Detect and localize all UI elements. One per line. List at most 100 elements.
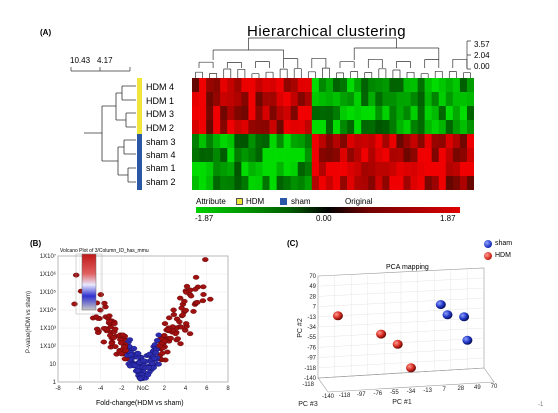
heatmap-cell [192,148,200,163]
heatmap-cell [347,106,355,121]
heatmap-cell [262,106,270,121]
heatmap-cell [227,176,235,190]
heatmap-cell [347,78,355,93]
heatmap-cell [452,78,461,93]
heatmap-cell [368,120,376,135]
heatmap-cell [403,120,411,135]
pca-axis-label-pc3: PC #3 [298,401,318,408]
col-scale-bottom: 0.00 [474,62,490,71]
heatmap-cell [192,134,200,149]
heatmap-cell [354,134,362,149]
volcano-point [155,332,162,338]
heatmap-cell [269,92,277,107]
heatmap-cell [333,120,341,135]
heatmap-cell [396,148,404,163]
pca-point-hdm [332,311,343,321]
heatmap-cell [213,176,221,190]
heatmap-cell [248,78,256,93]
volcano-y-axis-label: P-value(HDM vs sham) [26,291,32,353]
volcano-x-tick: -6 [77,386,83,392]
heatmap-cell [410,134,418,149]
heatmap-cell [297,134,306,149]
heatmap-cell [452,92,461,107]
heatmap-cell [459,92,468,107]
pca-x-tick: -97 [357,392,366,398]
heatmap-cell [248,148,256,163]
heatmap-cell [234,148,242,163]
heatmap-cell [262,176,270,190]
heatmap-cell [452,134,461,149]
heatmap-cell [375,162,383,177]
heatmap-cell [375,120,383,135]
page-mark: -1 [538,402,544,408]
volcano-point [131,363,139,368]
row-scale-left: 10.43 [70,56,91,65]
heatmap-cell [417,78,425,93]
volcano-point [130,346,138,351]
heatmap-cell [466,162,474,177]
heatmap-cell [438,134,447,149]
heatmap-cell [396,176,404,190]
heatmap-cell [389,148,397,163]
heatmap-cell [424,78,432,93]
heatmap-cell [410,120,418,135]
heatmap-cell [234,92,242,107]
heatmap-cell [382,92,390,107]
heatmap-cell [438,78,447,93]
pca-gridline [317,317,485,328]
heatmap-cell [192,92,200,107]
volcano-point [200,284,207,290]
column-dendrogram [195,37,471,78]
heatmap-cell [445,106,454,121]
heatmap-cell [361,120,369,135]
heatmap-cell [311,120,320,135]
volcano-point [117,340,125,346]
volcano-point [192,286,199,292]
row-label-sham-3: sham 3 [146,137,176,147]
volcano-point [159,350,166,356]
pca-point-sham [462,335,473,345]
volcano-x-tick: 2 [163,386,167,392]
heatmap-cell [276,120,284,135]
heatmap-cell [297,78,306,93]
heatmap-cell [396,134,404,149]
heatmap-cell [445,162,454,177]
pca-point-hdm [406,363,416,373]
row-dendrogram [84,85,136,183]
volcano-point [144,372,152,378]
heatmap-cell [431,134,440,149]
volcano-point [112,344,119,350]
color-scale-min: -1.87 [195,214,214,223]
pca-x-tick: -118 [339,393,351,399]
heatmap-cell [396,92,404,107]
volcano-y-tick: 1X10⁵ [40,289,57,296]
heatmap-cell [333,148,341,163]
heatmap-cell [403,176,411,190]
col-scale-top: 3.57 [474,40,490,49]
heatmap-cell [290,120,299,135]
volcano-point [100,326,108,331]
heatmap-cell [466,106,474,121]
color-scale-max: 1.87 [440,214,456,223]
pca-legend-hdm-label: HDM [495,252,511,259]
volcano-point [126,337,134,343]
heatmap-cell [262,92,270,107]
heatmap-cell [410,176,418,190]
volcano-x-tick: 8 [226,386,230,392]
heatmap-cell [389,92,397,107]
volcano-point [155,361,162,367]
volcano-point [111,326,119,332]
heatmap-cell [283,162,291,177]
heatmap-cell [438,176,447,190]
heatmap-cell [431,92,440,107]
heatmap-cell [438,120,447,135]
heatmap-cell [269,134,277,149]
heatmap-cell [241,148,249,163]
heatmap-cell [220,176,228,190]
heatmap-cell [347,134,355,149]
heatmap-cell [333,92,341,107]
heatmap-cell [347,92,355,107]
volcano-point [121,344,128,350]
heatmap-cell [382,78,390,93]
pca-y-tick: 28 [309,294,316,300]
